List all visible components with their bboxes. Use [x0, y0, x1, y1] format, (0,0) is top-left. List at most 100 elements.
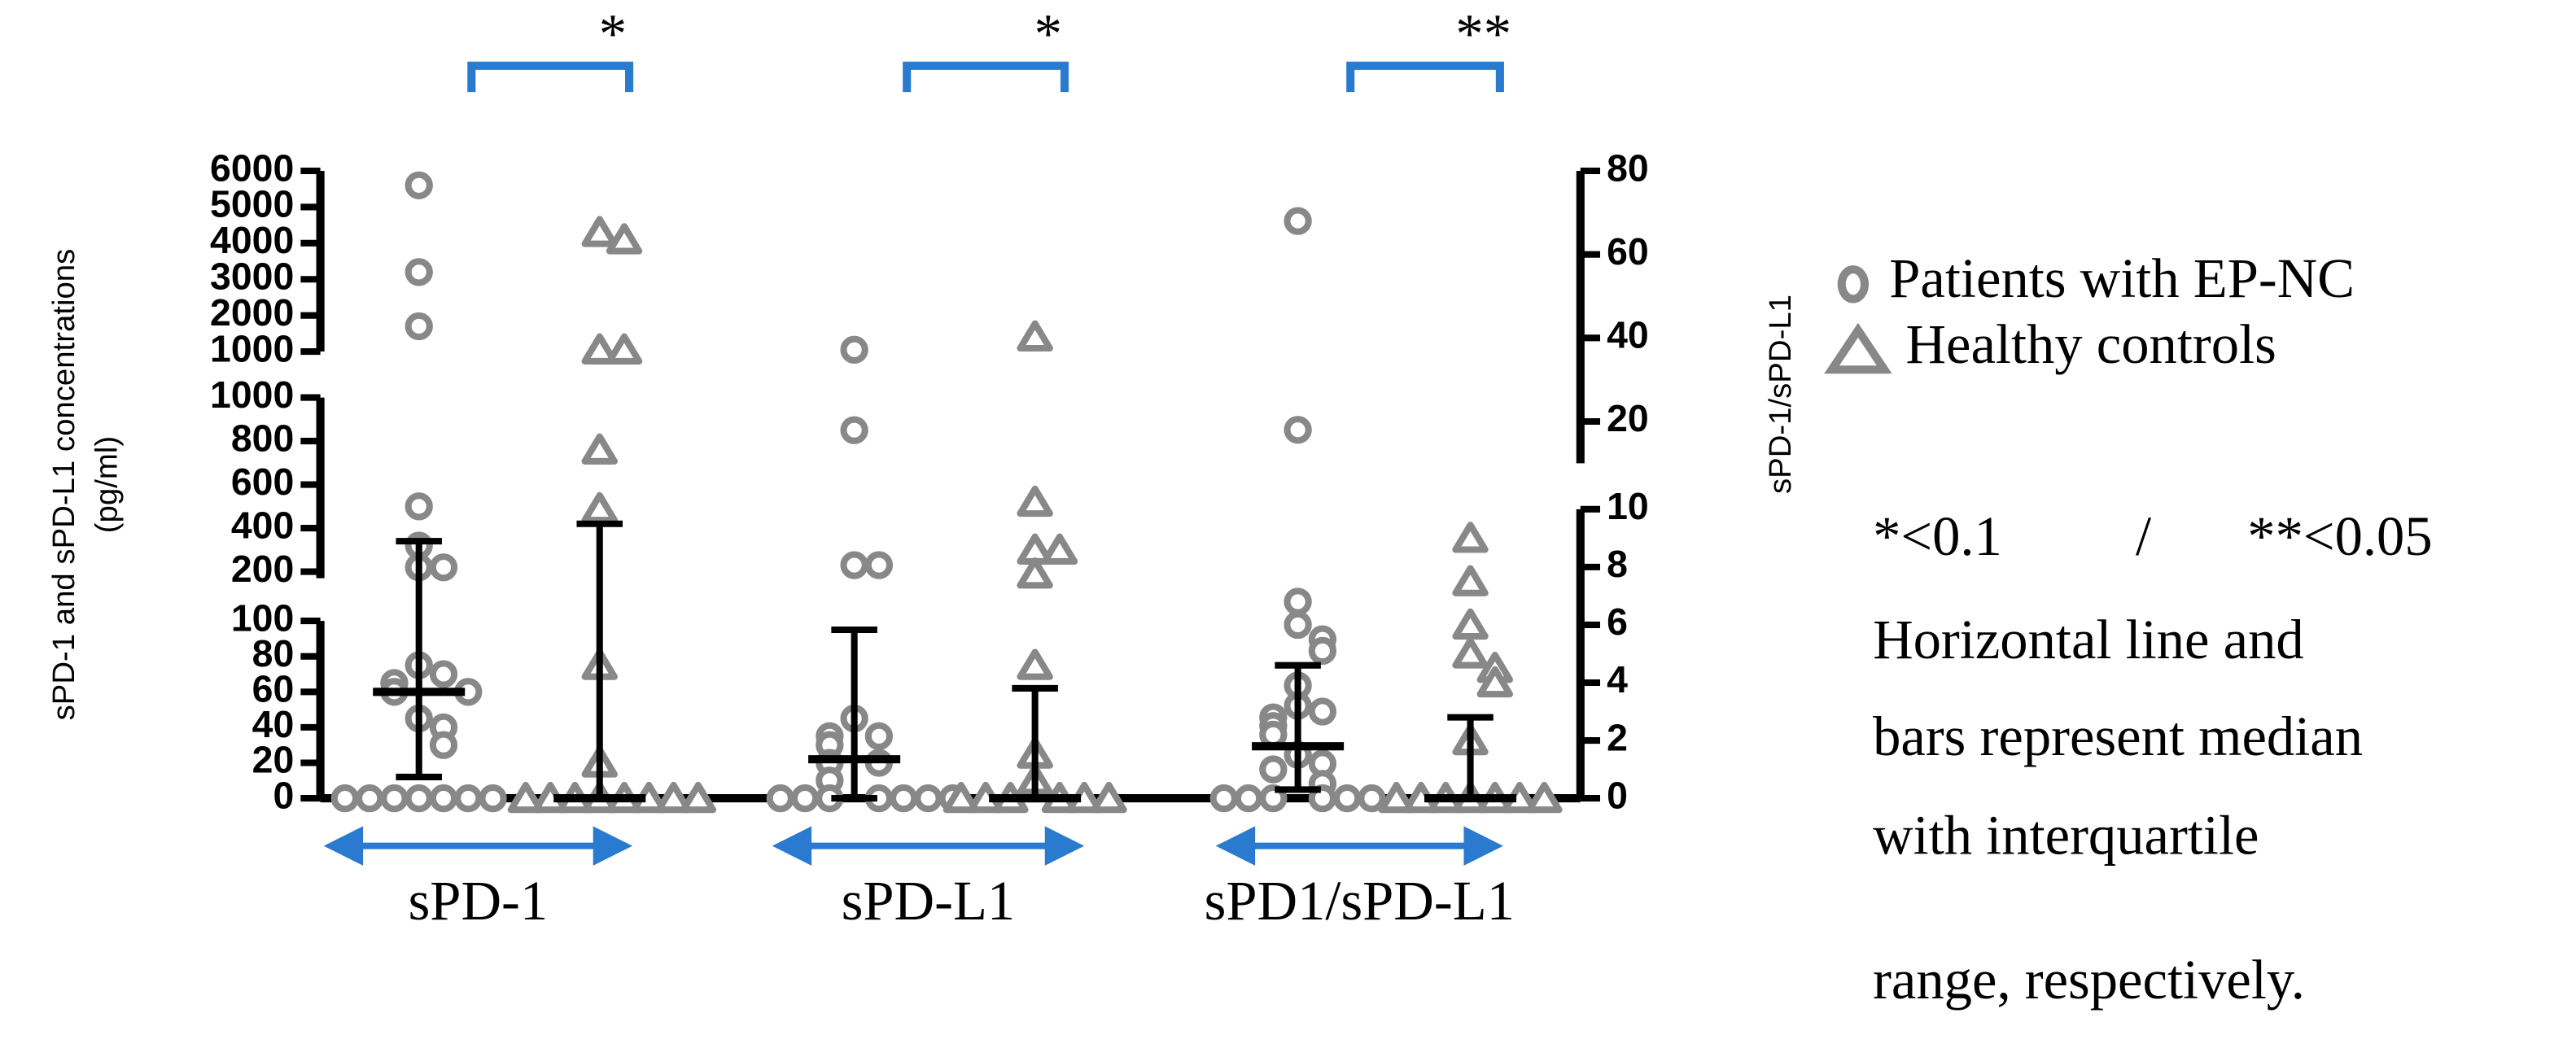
significance-bracket	[1346, 61, 1504, 93]
note: with interquartile	[1873, 804, 2259, 866]
y-tick-label: 60	[252, 668, 295, 710]
threshold: *<0.1	[1873, 505, 2002, 567]
data-point	[1259, 755, 1288, 784]
data-point	[1358, 784, 1386, 813]
data-point	[1284, 416, 1312, 444]
data-point	[330, 784, 360, 813]
y2-axis-label: sPD-1/sPD-L1	[1763, 295, 1798, 494]
data-point	[1333, 784, 1362, 813]
arrow-head	[1463, 826, 1503, 866]
data-point	[680, 781, 717, 814]
data-point	[380, 784, 409, 813]
y-tick-label: 1000	[210, 327, 294, 369]
data-point	[1308, 697, 1337, 726]
data-point	[429, 660, 458, 688]
y-tick-label: 100	[231, 596, 294, 639]
data-point	[1452, 608, 1489, 640]
data-point	[507, 781, 545, 814]
y-tick-label: 600	[231, 461, 294, 503]
data-point	[429, 553, 458, 582]
data-point	[405, 492, 433, 521]
arrow-head	[593, 826, 633, 866]
data-point	[581, 491, 618, 524]
data-point	[581, 216, 618, 247]
data-point	[890, 784, 918, 813]
data-point	[1284, 587, 1312, 616]
y-tick-label: 6000	[210, 146, 294, 189]
note: range, respectively.	[1873, 949, 2305, 1011]
data-point	[1452, 522, 1489, 553]
note: bars represent median	[1873, 705, 2363, 767]
y-tick-label: 2000	[210, 291, 294, 334]
data-point	[1017, 485, 1053, 517]
data-point	[1234, 784, 1263, 813]
data-point	[1209, 784, 1238, 813]
data-point	[1308, 636, 1337, 666]
y2-tick-label: 60	[1607, 230, 1649, 273]
y2-tick-label: 6	[1607, 600, 1628, 643]
legend-marker	[1824, 322, 1892, 374]
significance-bracket	[903, 61, 1069, 93]
data-point	[356, 784, 384, 813]
data-point	[840, 416, 868, 444]
legend-marker	[1837, 265, 1870, 303]
data-point	[429, 731, 458, 759]
data-point	[405, 258, 433, 286]
threshold: **<0.05	[2247, 505, 2432, 567]
data-point	[581, 433, 618, 465]
data-point	[1041, 533, 1078, 565]
arrow-head	[1215, 826, 1256, 866]
data-point	[790, 784, 820, 813]
significance-bracket	[467, 61, 634, 93]
data-point	[1378, 781, 1415, 814]
data-point	[1476, 666, 1514, 698]
y-tick-label: 4000	[210, 219, 294, 261]
data-point	[1017, 557, 1053, 589]
y-tick-label: 400	[231, 504, 294, 546]
y-tick-label: 1000	[210, 373, 294, 416]
data-point	[1284, 610, 1312, 640]
data-point	[454, 784, 483, 813]
data-point	[840, 551, 868, 579]
y-tick-label: 800	[231, 417, 294, 459]
y-tick-label: 3000	[210, 255, 294, 298]
y2-tick-label: 2	[1607, 716, 1628, 758]
arrow-head	[772, 826, 812, 866]
y2-tick-label: 10	[1607, 485, 1649, 527]
data-point	[581, 333, 618, 365]
y2-tick-label: 4	[1607, 658, 1628, 701]
y-tick-label: 5000	[210, 183, 294, 225]
arrow-head	[1044, 826, 1085, 866]
data-point	[479, 784, 507, 813]
significance-label: **	[1455, 2, 1511, 64]
y2-tick-label: 20	[1607, 397, 1649, 439]
y-tick-label: 80	[252, 632, 295, 675]
data-point	[405, 784, 433, 813]
data-point	[405, 171, 433, 199]
data-point	[405, 312, 433, 341]
y-axis-label: (pg/ml)	[89, 436, 124, 533]
data-point	[1452, 565, 1489, 596]
threshold: /	[2136, 505, 2152, 567]
y2-tick-label: 0	[1607, 774, 1628, 816]
note: Horizontal line and	[1873, 609, 2304, 670]
x-tick-label: sPD-1	[409, 870, 549, 932]
arrow-head	[323, 826, 364, 866]
data-point	[840, 335, 868, 364]
data-point	[1452, 637, 1489, 669]
y-tick-label: 0	[273, 774, 294, 816]
data-point	[1017, 648, 1053, 680]
y-tick-label: 40	[252, 703, 295, 745]
data-point	[864, 722, 894, 750]
y-tick-label: 20	[252, 739, 295, 781]
data-point	[914, 784, 942, 813]
data-point	[606, 333, 643, 365]
data-point	[1284, 207, 1312, 235]
x-tick-label: sPD-L1	[842, 870, 1015, 932]
y-axis-label: sPD-1 and sPD-L1 concentrations	[46, 249, 81, 721]
data-point	[1091, 781, 1127, 814]
y2-tick-label: 8	[1607, 543, 1628, 585]
data-point	[429, 784, 458, 813]
data-point	[766, 784, 794, 813]
